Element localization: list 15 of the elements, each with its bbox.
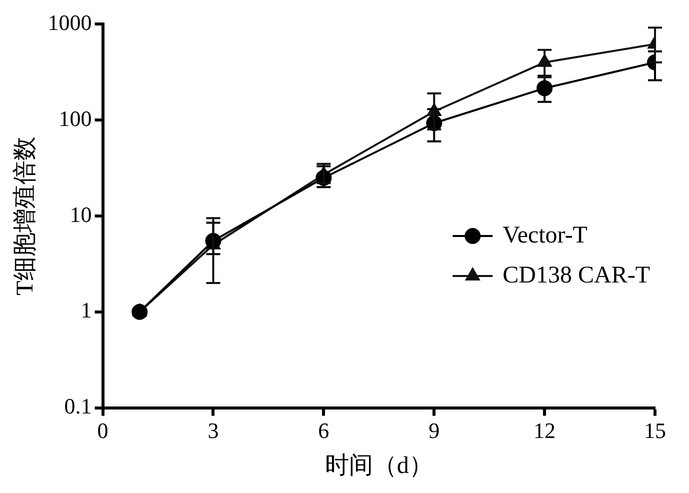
x-tick-label: 0 [97, 418, 108, 443]
x-tick-label: 9 [428, 418, 440, 443]
y-tick-label: 10 [70, 202, 92, 227]
x-axis-title: 时间（d） [324, 452, 433, 479]
y-tick-label: 0.1 [64, 394, 92, 419]
x-tick-label: 15 [644, 418, 666, 443]
y-axis-title: T细胞增殖倍数 [12, 136, 39, 296]
y-tick-label: 100 [58, 106, 92, 131]
legend-label: CD138 CAR-T [502, 262, 650, 288]
y-tick-label: 1 [80, 298, 92, 323]
x-tick-label: 6 [318, 418, 330, 443]
x-tick-label: 3 [208, 418, 219, 443]
legend-label: Vector-T [502, 222, 588, 248]
y-tick-label: 1000 [48, 10, 92, 35]
x-tick-label: 12 [534, 418, 556, 443]
